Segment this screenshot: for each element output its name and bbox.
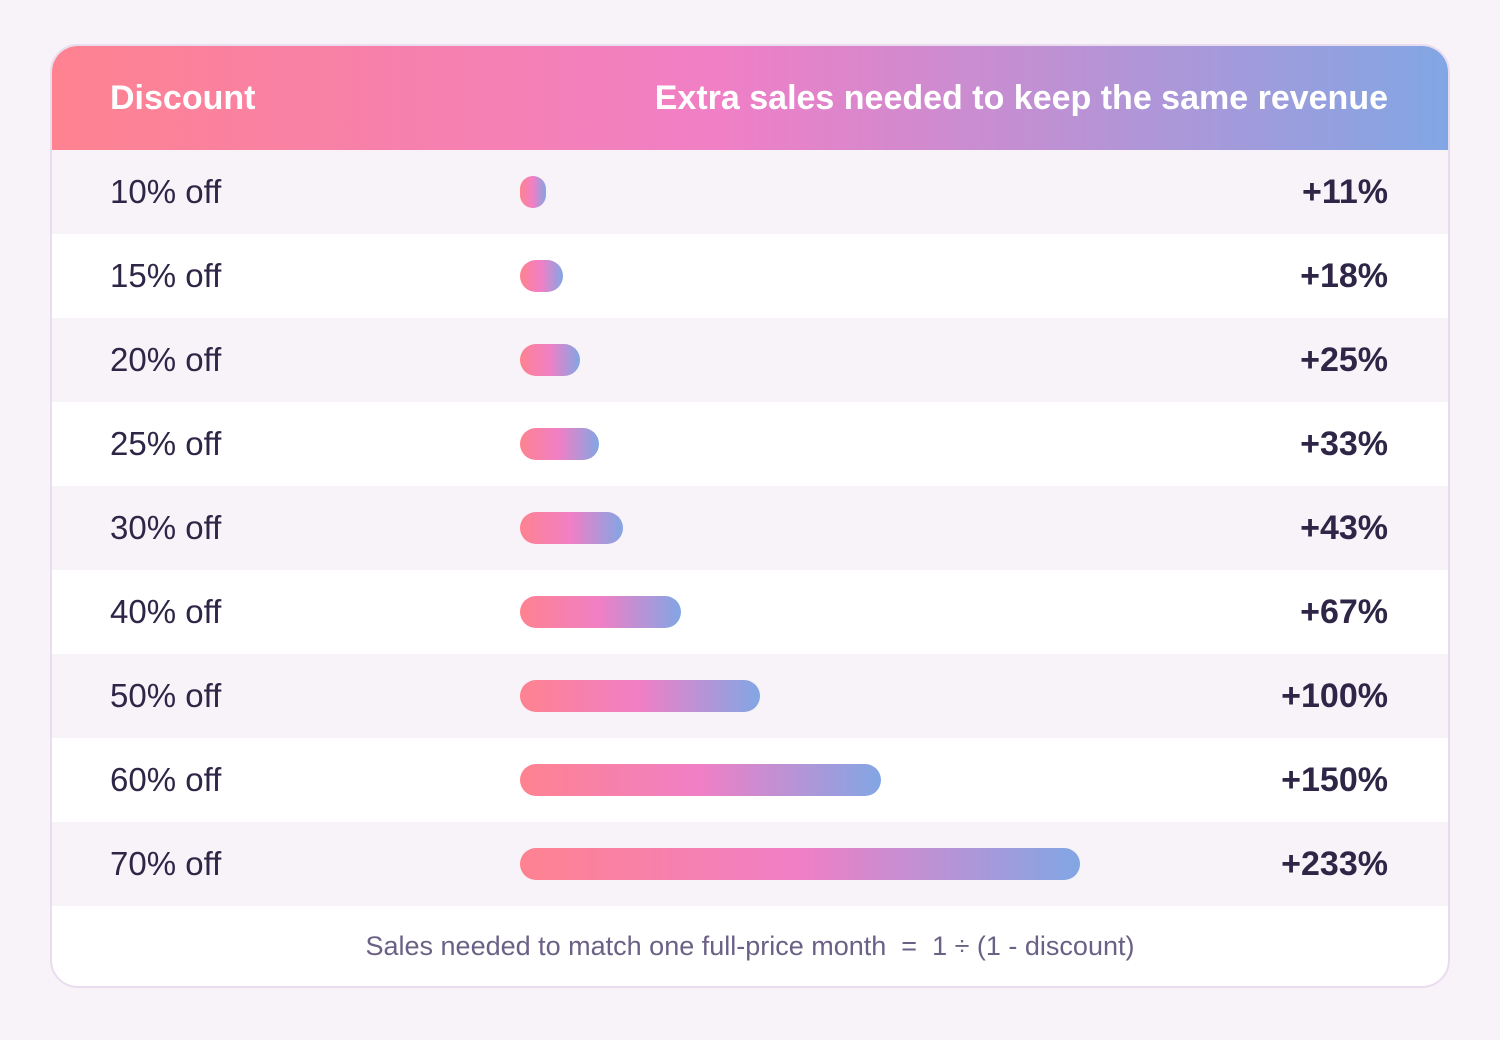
discount-label: 60% off <box>110 761 222 798</box>
discount-label: 20% off <box>110 341 222 378</box>
bar-track <box>520 764 1080 796</box>
extra-sales-value: +67% <box>1300 593 1388 631</box>
discount-label: 15% off <box>110 257 222 294</box>
discount-label: 10% off <box>110 173 222 210</box>
bar <box>520 848 1080 880</box>
discount-label: 70% off <box>110 845 222 882</box>
extra-sales-value: +25% <box>1300 341 1388 379</box>
bar-track <box>520 176 1080 208</box>
table-row: 25% off +33% <box>52 402 1448 486</box>
discount-column-header: Discount <box>110 79 256 117</box>
table-row: 30% off +43% <box>52 486 1448 570</box>
extra-sales-column-header: Extra sales needed to keep the same reve… <box>654 79 1388 117</box>
extra-sales-value: +11% <box>1301 173 1388 211</box>
bar <box>520 428 600 460</box>
table-header: Discount Extra sales needed to keep the … <box>52 46 1448 150</box>
discount-label: 30% off <box>110 509 222 546</box>
bar <box>520 680 761 712</box>
table-row: 60% off +150% <box>52 738 1448 822</box>
extra-sales-value: +33% <box>1300 425 1388 463</box>
table-row: 50% off +100% <box>52 654 1448 738</box>
extra-sales-value: +100% <box>1281 677 1388 715</box>
discount-label: 25% off <box>110 425 222 462</box>
bar-track <box>520 344 1080 376</box>
discount-label: 50% off <box>110 677 222 714</box>
bar-track <box>520 848 1080 880</box>
bar-track <box>520 512 1080 544</box>
formula-footnote: Sales needed to match one full-price mon… <box>365 931 1135 961</box>
bar <box>520 512 624 544</box>
extra-sales-value: +150% <box>1281 761 1388 799</box>
bar <box>520 344 581 376</box>
table-body: 10% off +11% 15% off +18% 20% off +25% 25% off… <box>52 150 1448 906</box>
extra-sales-value: +43% <box>1300 509 1388 547</box>
extra-sales-value: +18% <box>1300 257 1388 295</box>
bar <box>520 764 881 796</box>
discount-table-card: Discount Extra sales needed to keep the … <box>50 44 1450 988</box>
table-row: 15% off +18% <box>52 234 1448 318</box>
discount-label: 40% off <box>110 593 222 630</box>
table-row: 70% off +233% <box>52 822 1448 906</box>
bar <box>520 260 564 292</box>
bar-track <box>520 596 1080 628</box>
table-row: 40% off +67% <box>52 570 1448 654</box>
extra-sales-value: +233% <box>1281 845 1388 883</box>
table-row: 20% off +25% <box>52 318 1448 402</box>
bar <box>520 596 682 628</box>
bar-track <box>520 428 1080 460</box>
bar-track <box>520 260 1080 292</box>
bar-track <box>520 680 1080 712</box>
bar <box>520 176 547 208</box>
table-row: 10% off +11% <box>52 150 1448 234</box>
